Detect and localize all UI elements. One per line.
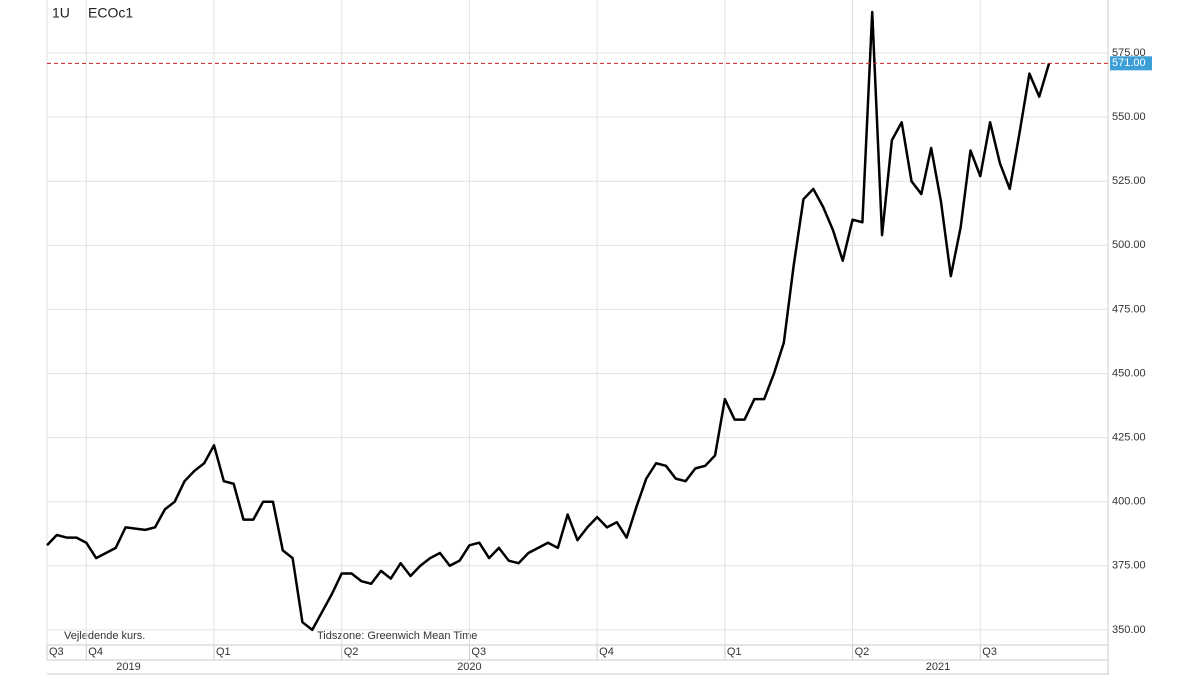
year-label: 2019 <box>116 661 140 673</box>
grid <box>46 0 1108 645</box>
y-tick-label: 550.00 <box>1112 111 1146 123</box>
y-tick-label: 500.00 <box>1112 239 1146 251</box>
footer-note: Vejledende kurs. <box>64 630 145 642</box>
x-tick-label: Q2 <box>855 646 870 658</box>
chart-title: ECOc1 <box>88 5 133 21</box>
y-tick-label: 525.00 <box>1112 175 1146 187</box>
interval-label: 1U <box>52 5 70 21</box>
x-tick-label: Q4 <box>88 646 103 658</box>
footer-note: Tidszone: Greenwich Mean Time <box>317 630 477 642</box>
y-tick-label: 475.00 <box>1112 303 1146 315</box>
y-tick-label: 450.00 <box>1112 367 1146 379</box>
x-tick-label: Q4 <box>599 646 614 658</box>
year-label: 2021 <box>926 661 950 673</box>
last-price-box <box>1110 56 1152 71</box>
y-tick-label: 375.00 <box>1112 560 1146 572</box>
x-tick-label: Q3 <box>982 646 997 658</box>
year-label: 2020 <box>457 661 481 673</box>
y-tick-label: 400.00 <box>1112 496 1146 508</box>
x-tick-label: Q3 <box>471 646 486 658</box>
y-tick-label: 575.00 <box>1112 47 1146 59</box>
x-tick-label: Q1 <box>727 646 742 658</box>
x-tick-label: Q2 <box>344 646 359 658</box>
last-price-label: 571.00 <box>1112 57 1146 69</box>
y-tick-label: 425.00 <box>1112 432 1146 444</box>
x-tick-label: Q1 <box>216 646 231 658</box>
price-line <box>46 10 1051 632</box>
y-tick-label: 350.00 <box>1112 624 1146 636</box>
x-tick-label: Q3 <box>49 646 64 658</box>
